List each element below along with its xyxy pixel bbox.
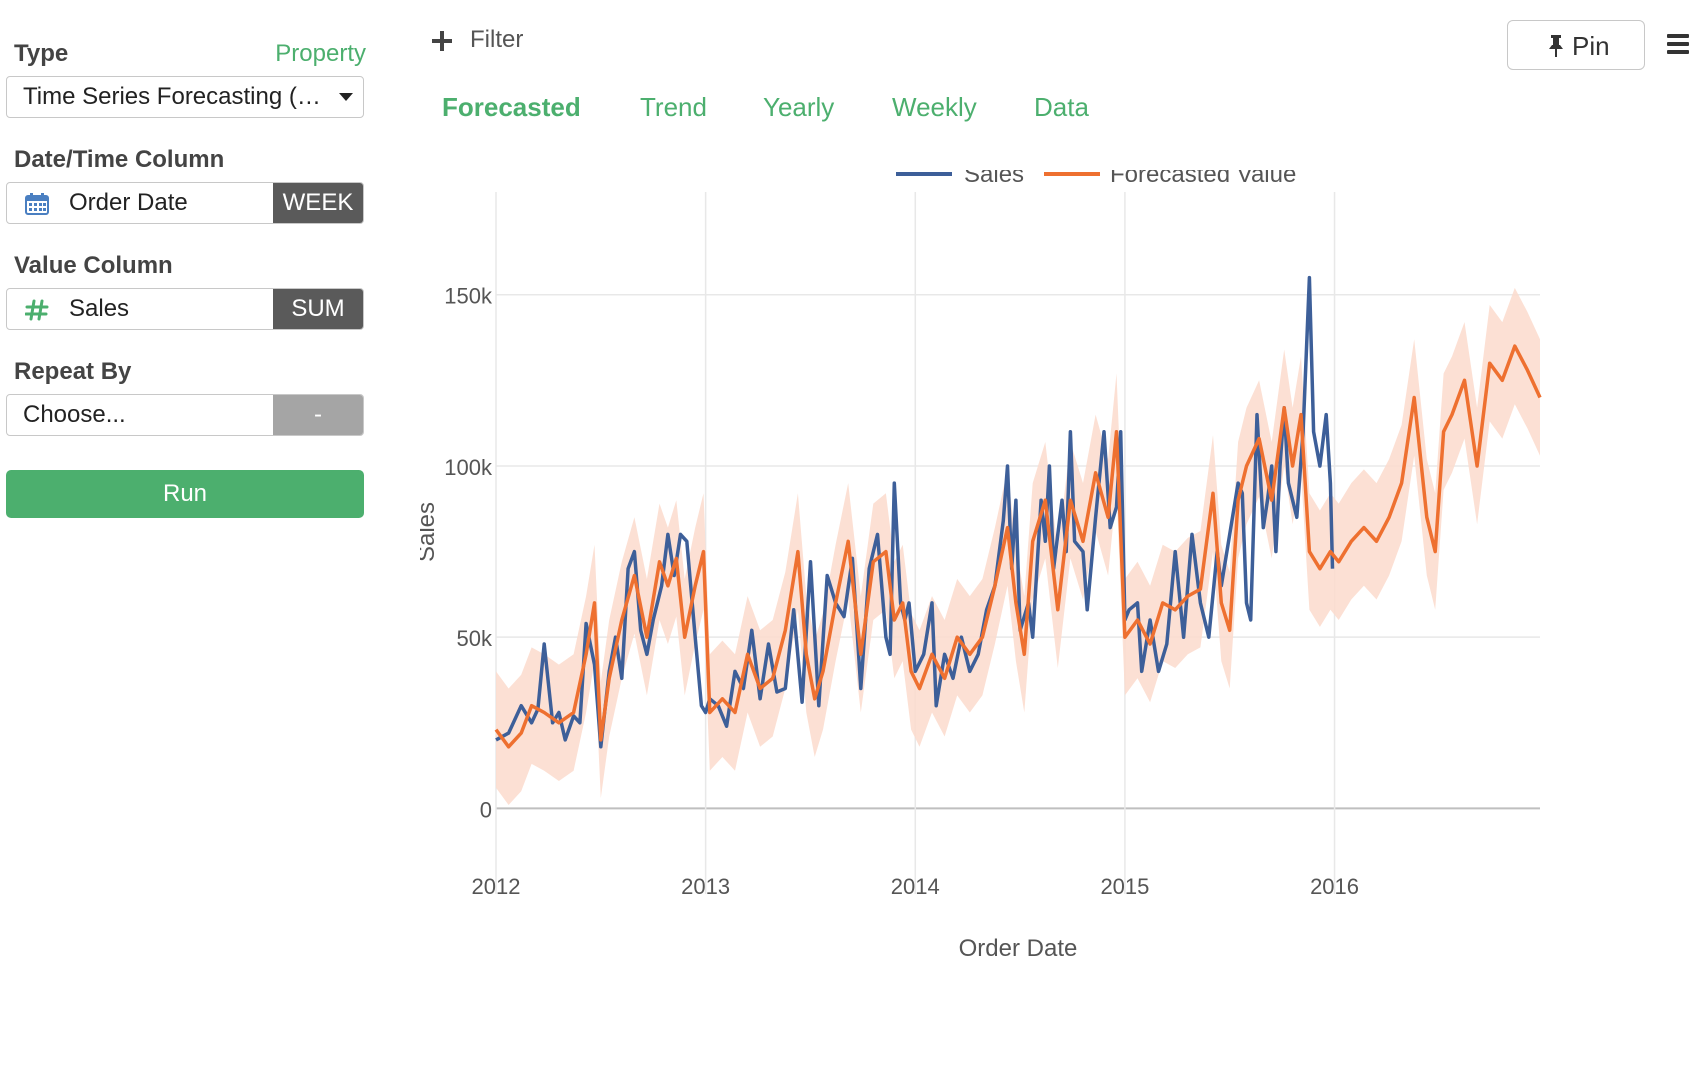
sidebar: Type Property Time Series Forecasting (P… bbox=[0, 0, 380, 1064]
y-tick-label: 100k bbox=[444, 455, 493, 480]
x-tick-label: 2016 bbox=[1310, 874, 1359, 899]
repeat-by-label: Repeat By bbox=[14, 358, 132, 385]
x-axis-label: Order Date bbox=[959, 935, 1078, 962]
number-hash-icon bbox=[25, 299, 49, 321]
value-column-label: Value Column bbox=[14, 252, 173, 279]
tab-yearly[interactable]: Yearly bbox=[763, 92, 835, 122]
value-aggregation-button[interactable]: SUM bbox=[273, 289, 363, 329]
hamburger-menu-icon[interactable] bbox=[1667, 34, 1689, 54]
series-lines bbox=[494, 275, 1542, 749]
pin-button[interactable]: Pin bbox=[1507, 20, 1645, 70]
y-axis-label: Sales bbox=[420, 502, 440, 562]
value-column-value: Sales bbox=[69, 295, 130, 322]
chevron-down-icon bbox=[339, 93, 353, 101]
x-tick-label: 2014 bbox=[891, 874, 940, 899]
series-line-sales bbox=[495, 275, 1335, 749]
forecast-chart: 0 50k 100k 150k 2012 2013 2014 2015 2016 Sales … bbox=[413, 161, 1704, 1064]
calendar-icon bbox=[25, 193, 49, 215]
value-column-field[interactable]: Sales SUM bbox=[6, 288, 364, 330]
filter-label: Filter bbox=[470, 26, 524, 53]
legend-label-sales[interactable]: Sales bbox=[964, 161, 1024, 188]
tab-trend[interactable]: Trend bbox=[640, 92, 707, 122]
plus-icon bbox=[432, 30, 454, 52]
datetime-column-field[interactable]: Order Date WEEK bbox=[6, 182, 364, 224]
type-select-value: Time Series Forecasting (Prophet) bbox=[23, 83, 323, 110]
x-tick-label: 2012 bbox=[472, 874, 521, 899]
chart-legend: Sales Forecasted Value bbox=[896, 161, 1296, 188]
x-tick-label: 2013 bbox=[681, 874, 730, 899]
chart-svg: 0 50k 100k 150k 2012 2013 2014 2015 2016 Sales … bbox=[413, 161, 1542, 962]
datetime-column-label: Date/Time Column bbox=[14, 146, 225, 173]
type-select[interactable]: Time Series Forecasting (Prophet) bbox=[6, 76, 364, 118]
y-tick-label: 50k bbox=[457, 626, 493, 651]
property-link[interactable]: Property bbox=[275, 40, 366, 67]
x-axis-ticks: 2012 2013 2014 2015 2016 bbox=[472, 874, 1360, 899]
repeat-by-placeholder: Choose... bbox=[23, 401, 126, 428]
tab-forecasted[interactable]: Forecasted bbox=[442, 92, 581, 122]
datetime-aggregation-button[interactable]: WEEK bbox=[273, 183, 363, 223]
tab-weekly[interactable]: Weekly bbox=[892, 92, 977, 122]
tab-data[interactable]: Data bbox=[1034, 92, 1089, 122]
repeat-by-aggregation-button[interactable]: - bbox=[273, 395, 363, 435]
type-label: Type bbox=[14, 40, 69, 67]
legend-label-forecasted-value[interactable]: Forecasted Value bbox=[1110, 161, 1296, 188]
repeat-by-field[interactable]: Choose... - bbox=[6, 394, 364, 436]
y-tick-label: 0 bbox=[480, 797, 492, 822]
run-button[interactable]: Run bbox=[6, 470, 364, 518]
y-axis-ticks: 0 50k 100k 150k bbox=[444, 284, 493, 823]
datetime-column-value: Order Date bbox=[69, 189, 188, 216]
y-tick-label: 150k bbox=[444, 284, 493, 309]
pin-label: Pin bbox=[1572, 31, 1610, 61]
series-line-forecasted-value bbox=[494, 344, 1542, 749]
x-tick-label: 2015 bbox=[1100, 874, 1149, 899]
pin-icon bbox=[1549, 35, 1563, 57]
